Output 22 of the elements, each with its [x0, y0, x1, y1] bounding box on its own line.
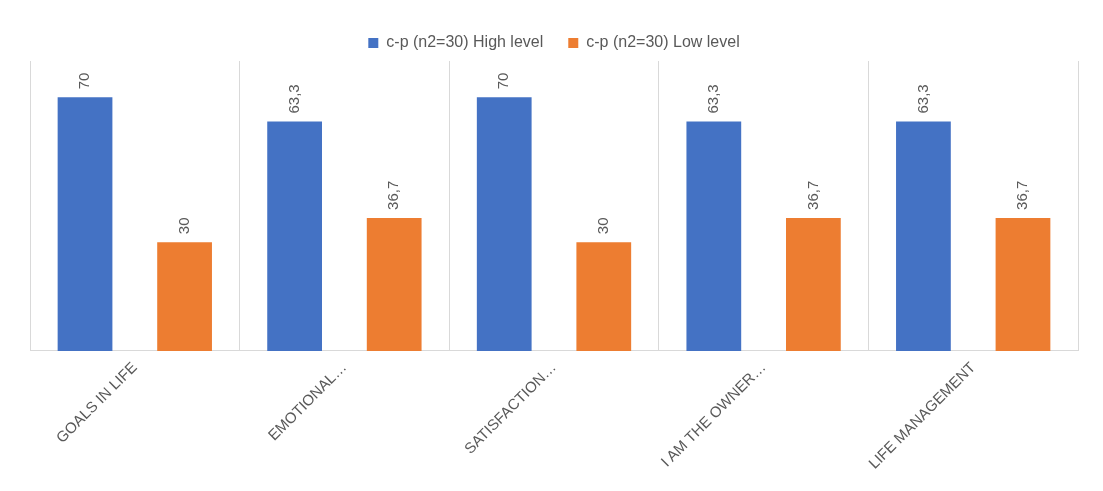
data-label: 36,7	[803, 180, 821, 210]
bar	[995, 217, 1051, 351]
bar	[786, 217, 841, 351]
legend-label: c-p (n2=30) High level	[386, 33, 544, 51]
legend-label: c-p (n2=30) Low level	[586, 33, 740, 51]
bar	[57, 97, 113, 351]
bar	[366, 217, 422, 351]
bar	[686, 121, 742, 351]
bar	[157, 242, 212, 351]
bar	[576, 242, 632, 351]
bar	[267, 121, 322, 351]
data-label: 36,7	[384, 180, 402, 210]
data-label: 36,7	[1013, 180, 1031, 210]
bar	[896, 121, 951, 351]
data-label: 30	[174, 217, 192, 235]
data-label: 63,3	[284, 84, 302, 114]
data-label: 63,3	[913, 84, 931, 114]
data-label: 30	[593, 217, 611, 235]
data-label: 70	[494, 72, 512, 90]
data-label: 70	[75, 72, 93, 90]
data-label: 63,3	[703, 84, 721, 114]
bar	[476, 97, 532, 351]
